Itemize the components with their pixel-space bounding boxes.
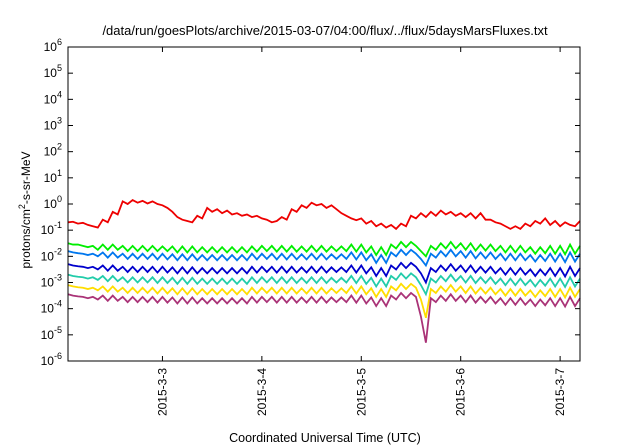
svg-text:protons/cm2-s-sr-MeV: protons/cm2-s-sr-MeV bbox=[17, 151, 33, 268]
x-tick-label-group: 2015-3-7 bbox=[553, 368, 567, 416]
x-tick-label-group: 2015-3-3 bbox=[155, 368, 169, 416]
y-tick-base: 10 bbox=[44, 92, 58, 106]
ticks-group bbox=[68, 46, 580, 362]
y-tick-exp: 3 bbox=[57, 116, 62, 126]
y-tick-base: 10 bbox=[44, 119, 58, 133]
x-tick-label: 2015-3-3 bbox=[155, 368, 169, 416]
y-tick-exp: -5 bbox=[54, 325, 62, 335]
y-tick-label: 103 bbox=[44, 116, 62, 133]
series-line-3 bbox=[67, 261, 581, 285]
x-tick-label-group: 2015-3-6 bbox=[454, 368, 468, 416]
y-tick-exp: -1 bbox=[54, 220, 62, 230]
y-tick-base: 10 bbox=[44, 171, 58, 185]
y-tick-base: 10 bbox=[41, 328, 55, 342]
plot-frame bbox=[67, 46, 581, 362]
y-tick-exp: 0 bbox=[57, 194, 62, 204]
y-tick-label: 10-2 bbox=[41, 246, 62, 263]
y-tick-label: 10-6 bbox=[41, 351, 62, 368]
y-tick-label: 101 bbox=[44, 168, 62, 185]
y-tick-exp: -4 bbox=[54, 299, 62, 309]
series-line-1 bbox=[67, 240, 581, 258]
x-tick-label-group: 2015-3-4 bbox=[255, 368, 269, 416]
y-tick-label: 10-1 bbox=[41, 220, 62, 237]
series-line-4 bbox=[67, 271, 581, 297]
series-group bbox=[67, 199, 581, 343]
y-tick-labels: 10-610-510-410-310-210-11001011021031041… bbox=[41, 37, 62, 368]
y-tick-label: 106 bbox=[44, 37, 62, 54]
y-tick-exp: -2 bbox=[54, 246, 62, 256]
y-tick-exp: 1 bbox=[57, 168, 62, 178]
y-tick-exp: -6 bbox=[54, 351, 62, 361]
y-tick-exp: 5 bbox=[57, 63, 62, 73]
series-line-5 bbox=[67, 282, 581, 319]
y-axis-label-base: protons/cm bbox=[19, 209, 33, 268]
y-tick-base: 10 bbox=[41, 223, 55, 237]
y-tick-exp: -3 bbox=[54, 273, 62, 283]
x-tick-labels: 2015-3-3 2015-3-4 2015-3-5 2015-3-6 2015-3-7 bbox=[155, 368, 567, 416]
y-tick-label: 10-4 bbox=[41, 299, 62, 316]
y-axis-label-sup: 2 bbox=[17, 204, 27, 209]
y-tick-base: 10 bbox=[41, 276, 55, 290]
y-tick-exp: 6 bbox=[57, 37, 62, 47]
y-tick-label: 10-5 bbox=[41, 325, 62, 342]
y-tick-label: 10-3 bbox=[41, 273, 62, 290]
y-axis-label-rest: -s-sr-MeV bbox=[19, 151, 33, 204]
x-tick-label: 2015-3-6 bbox=[454, 368, 468, 416]
y-tick-label: 105 bbox=[44, 63, 62, 80]
chart-title: /data/run/goesPlots/archive/2015-03-07/0… bbox=[102, 23, 548, 38]
y-tick-label: 102 bbox=[44, 142, 62, 159]
y-tick-exp: 4 bbox=[57, 89, 62, 99]
series-line-6 bbox=[67, 291, 581, 343]
x-tick-label: 2015-3-5 bbox=[354, 368, 368, 416]
y-tick-base: 10 bbox=[44, 40, 58, 54]
y-tick-base: 10 bbox=[41, 302, 55, 316]
y-tick-base: 10 bbox=[44, 66, 58, 80]
series-line-0 bbox=[67, 199, 581, 231]
y-axis-label: protons/cm2-s-sr-MeV bbox=[17, 151, 33, 268]
y-tick-base: 10 bbox=[41, 249, 55, 263]
y-tick-exp: 2 bbox=[57, 142, 62, 152]
y-tick-base: 10 bbox=[44, 197, 58, 211]
x-tick-label-group: 2015-3-5 bbox=[354, 368, 368, 416]
x-axis-label: Coordinated Universal Time (UTC) bbox=[229, 431, 421, 445]
y-tick-label: 100 bbox=[44, 194, 62, 211]
y-tick-base: 10 bbox=[41, 354, 55, 368]
y-tick-base: 10 bbox=[44, 145, 58, 159]
x-tick-label: 2015-3-7 bbox=[553, 368, 567, 416]
y-tick-label: 104 bbox=[44, 89, 62, 106]
series-line-2 bbox=[67, 248, 581, 268]
x-tick-label: 2015-3-4 bbox=[255, 368, 269, 416]
